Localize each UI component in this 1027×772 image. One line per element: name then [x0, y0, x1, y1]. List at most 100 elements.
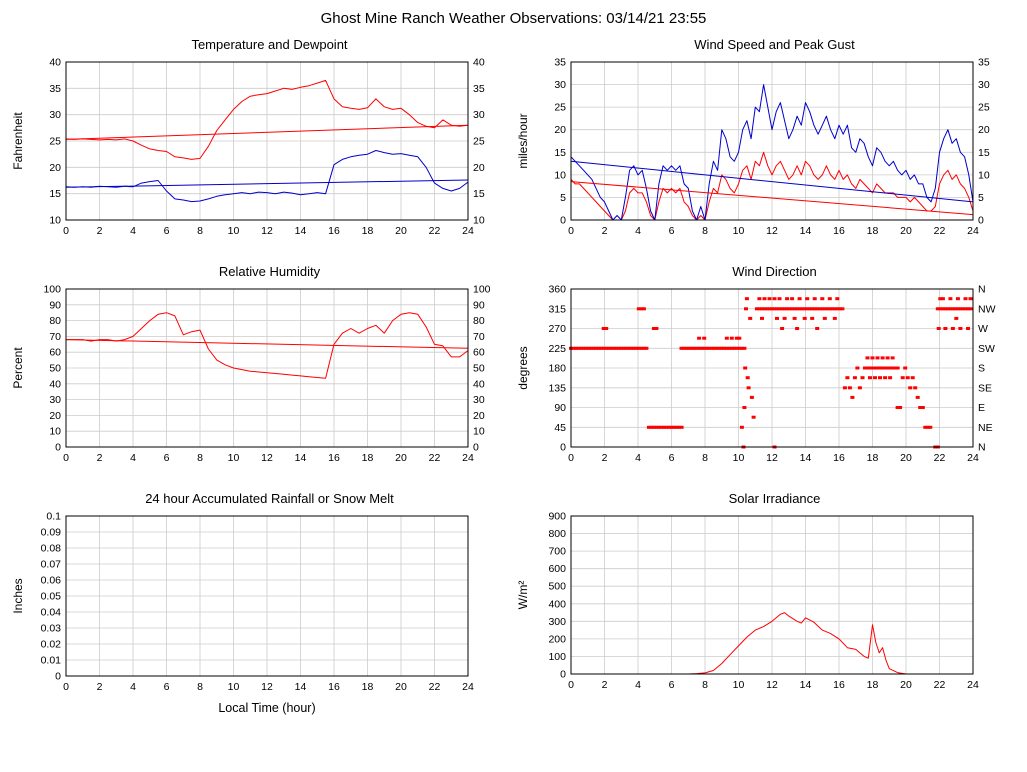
- svg-text:10: 10: [733, 225, 745, 237]
- svg-text:400: 400: [548, 598, 566, 610]
- svg-text:E: E: [978, 402, 985, 414]
- panel-temperature: Temperature and Dewpoint 0 2 4 6 8 10 12 14 16 18…: [8, 29, 513, 242]
- svg-text:0.09: 0.09: [41, 527, 62, 539]
- svg-text:4: 4: [635, 225, 641, 237]
- svg-text:70: 70: [49, 331, 61, 343]
- svg-text:24: 24: [967, 679, 979, 691]
- svg-text:0.06: 0.06: [41, 575, 62, 587]
- svg-text:20: 20: [49, 162, 61, 174]
- svg-text:80: 80: [473, 315, 485, 327]
- svg-text:800: 800: [548, 528, 566, 540]
- svg-text:35: 35: [978, 57, 990, 69]
- svg-text:40: 40: [49, 378, 61, 390]
- svg-text:16: 16: [833, 225, 845, 237]
- svg-text:10: 10: [473, 215, 485, 227]
- svg-text:18: 18: [867, 452, 879, 464]
- svg-text:50: 50: [49, 363, 61, 375]
- svg-text:15: 15: [978, 147, 990, 159]
- svg-text:Fahrenheit: Fahrenheit: [11, 112, 25, 170]
- svg-text:6: 6: [669, 452, 675, 464]
- svg-text:200: 200: [548, 633, 566, 645]
- svg-text:12: 12: [261, 452, 273, 464]
- svg-text:miles/hour: miles/hour: [516, 113, 530, 168]
- svg-text:0.04: 0.04: [41, 607, 62, 619]
- charts-grid: Temperature and Dewpoint 0 2 4 6 8 10 12 14 16 18…: [0, 27, 1027, 718]
- svg-text:2: 2: [602, 452, 608, 464]
- svg-text:S: S: [978, 363, 985, 375]
- svg-text:180: 180: [548, 363, 566, 375]
- svg-text:20: 20: [900, 452, 912, 464]
- svg-text:N: N: [978, 442, 986, 454]
- svg-text:10: 10: [978, 169, 990, 181]
- svg-text:0.01: 0.01: [41, 655, 62, 667]
- svg-text:20: 20: [900, 679, 912, 691]
- svg-text:5: 5: [978, 192, 984, 204]
- svg-text:10: 10: [228, 225, 240, 237]
- svg-text:6: 6: [164, 452, 170, 464]
- svg-text:24: 24: [462, 452, 474, 464]
- svg-text:20: 20: [978, 124, 990, 136]
- svg-text:40: 40: [473, 57, 485, 69]
- svg-text:30: 30: [473, 394, 485, 406]
- svg-text:600: 600: [548, 563, 566, 575]
- svg-text:40: 40: [49, 57, 61, 69]
- svg-text:35: 35: [49, 83, 61, 95]
- svg-text:22: 22: [429, 452, 441, 464]
- svg-text:900: 900: [548, 511, 566, 523]
- svg-text:30: 30: [49, 109, 61, 121]
- chart-title-wind-direction: Wind Direction: [732, 264, 817, 279]
- svg-text:Inches: Inches: [11, 578, 25, 613]
- svg-text:22: 22: [934, 452, 946, 464]
- svg-text:10: 10: [733, 679, 745, 691]
- svg-text:20: 20: [473, 162, 485, 174]
- svg-text:16: 16: [328, 452, 340, 464]
- panel-wind-speed: Wind Speed and Peak Gust 0 2 4 6 8 10 12 14 16 18…: [513, 29, 1018, 242]
- chart-canvas-wind-speed: 0 2 4 6 8 10 12 14 16 18 20 22 24 0 0 5 5 10 10 15 15 20 20 25 2…: [513, 52, 1013, 242]
- svg-text:25: 25: [978, 102, 990, 114]
- svg-text:14: 14: [295, 681, 307, 693]
- svg-text:80: 80: [49, 315, 61, 327]
- svg-text:10: 10: [49, 426, 61, 438]
- svg-text:0: 0: [978, 215, 984, 227]
- svg-text:60: 60: [473, 347, 485, 359]
- svg-text:300: 300: [548, 616, 566, 628]
- svg-text:22: 22: [934, 679, 946, 691]
- svg-text:10: 10: [228, 452, 240, 464]
- svg-text:Local Time (hour): Local Time (hour): [218, 701, 315, 715]
- svg-text:12: 12: [261, 225, 273, 237]
- svg-text:12: 12: [766, 225, 778, 237]
- svg-text:24: 24: [967, 452, 979, 464]
- svg-text:100: 100: [43, 284, 61, 296]
- svg-text:10: 10: [554, 169, 566, 181]
- chart-title-temperature: Temperature and Dewpoint: [191, 37, 348, 52]
- svg-text:0: 0: [55, 671, 61, 683]
- svg-text:0.05: 0.05: [41, 591, 62, 603]
- svg-text:8: 8: [702, 225, 708, 237]
- chart-canvas-humidity: 0 2 4 6 8 10 12 14 16 18 20 22 24 0 0 10 10 20 20 30 30 40 40 5…: [8, 279, 508, 469]
- svg-text:0.02: 0.02: [41, 639, 62, 651]
- svg-text:100: 100: [473, 284, 491, 296]
- svg-text:0: 0: [63, 225, 69, 237]
- svg-text:40: 40: [473, 378, 485, 390]
- svg-text:18: 18: [362, 452, 374, 464]
- svg-text:4: 4: [635, 452, 641, 464]
- svg-text:16: 16: [328, 225, 340, 237]
- svg-text:14: 14: [800, 679, 812, 691]
- svg-text:0: 0: [568, 679, 574, 691]
- svg-text:0.07: 0.07: [41, 559, 62, 571]
- svg-text:4: 4: [635, 679, 641, 691]
- svg-text:12: 12: [766, 452, 778, 464]
- svg-text:30: 30: [49, 394, 61, 406]
- svg-text:0: 0: [63, 681, 69, 693]
- svg-text:20: 20: [395, 225, 407, 237]
- svg-text:Percent: Percent: [11, 347, 25, 389]
- svg-text:22: 22: [934, 225, 946, 237]
- svg-text:50: 50: [473, 363, 485, 375]
- svg-text:90: 90: [49, 299, 61, 311]
- svg-text:100: 100: [548, 651, 566, 663]
- svg-text:0: 0: [568, 225, 574, 237]
- svg-text:500: 500: [548, 581, 566, 593]
- svg-text:18: 18: [867, 225, 879, 237]
- svg-text:16: 16: [833, 452, 845, 464]
- svg-text:60: 60: [49, 347, 61, 359]
